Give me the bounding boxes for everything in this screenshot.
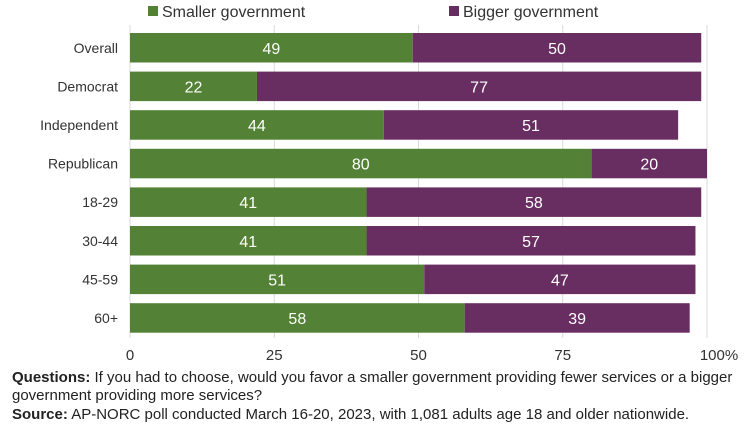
questions-text: If you had to choose, would you favor a … bbox=[12, 369, 733, 404]
category-label: Overall bbox=[74, 40, 118, 56]
category-label: Democrat bbox=[57, 78, 118, 94]
x-tick-label: 100% bbox=[700, 347, 738, 362]
legend-swatch bbox=[148, 6, 158, 16]
bar-segment bbox=[383, 110, 679, 140]
bar-segment bbox=[412, 33, 702, 63]
data-label: 41 bbox=[239, 234, 257, 251]
data-label: 41 bbox=[239, 195, 257, 212]
category-label: 60+ bbox=[94, 310, 118, 326]
data-label: 58 bbox=[288, 311, 306, 328]
data-label: 20 bbox=[640, 157, 658, 174]
data-label: 22 bbox=[185, 79, 203, 96]
bar-segment bbox=[424, 264, 696, 295]
bar-segment bbox=[130, 187, 367, 217]
x-tick-label: 0 bbox=[126, 347, 134, 362]
x-tick-label: 75 bbox=[554, 347, 571, 362]
bar-segment bbox=[366, 226, 696, 256]
x-tick-label: 25 bbox=[266, 347, 283, 362]
category-label: 18-29 bbox=[82, 194, 118, 210]
data-label: 44 bbox=[248, 118, 266, 135]
x-tick-label: 50 bbox=[410, 347, 427, 362]
data-label: 80 bbox=[352, 157, 370, 174]
data-label: 77 bbox=[470, 79, 488, 96]
bar-segment bbox=[130, 110, 384, 140]
bar-segment bbox=[130, 71, 257, 102]
source-label: Source: bbox=[12, 406, 68, 423]
legend-label: Smaller government bbox=[162, 4, 306, 21]
legend-label: Bigger government bbox=[463, 4, 599, 21]
bar-segment bbox=[130, 303, 465, 333]
bar-segment bbox=[130, 148, 592, 179]
category-label: Republican bbox=[48, 156, 118, 172]
source-text: AP-NORC poll conducted March 16-20, 2023… bbox=[67, 406, 690, 423]
bar-segment bbox=[464, 303, 690, 333]
data-label: 57 bbox=[522, 234, 540, 251]
bar-segment bbox=[591, 148, 707, 179]
data-label: 47 bbox=[551, 272, 569, 289]
bar-segment bbox=[130, 226, 367, 256]
questions-note: Questions: If you had to choose, would y… bbox=[12, 369, 742, 405]
questions-label: Questions: bbox=[12, 369, 91, 386]
data-label: 50 bbox=[548, 41, 566, 58]
data-label: 58 bbox=[525, 195, 543, 212]
category-label: 45-59 bbox=[82, 271, 118, 287]
category-label: Independent bbox=[40, 117, 118, 133]
chart-canvas: 0 25 50 75 100% Smaller government Bigger gove… bbox=[40, 4, 738, 362]
bar-segment bbox=[256, 71, 702, 102]
data-label: 51 bbox=[268, 272, 286, 289]
data-label: 39 bbox=[568, 311, 586, 328]
bar-segment bbox=[366, 187, 702, 217]
source-note: Source: AP-NORC poll conducted March 16-… bbox=[12, 406, 689, 424]
bar-segment bbox=[130, 33, 413, 63]
category-label: 30-44 bbox=[82, 233, 118, 249]
legend-swatch bbox=[449, 6, 459, 16]
data-label: 51 bbox=[522, 118, 540, 135]
data-label: 49 bbox=[262, 41, 280, 58]
bar-segment bbox=[130, 264, 425, 295]
